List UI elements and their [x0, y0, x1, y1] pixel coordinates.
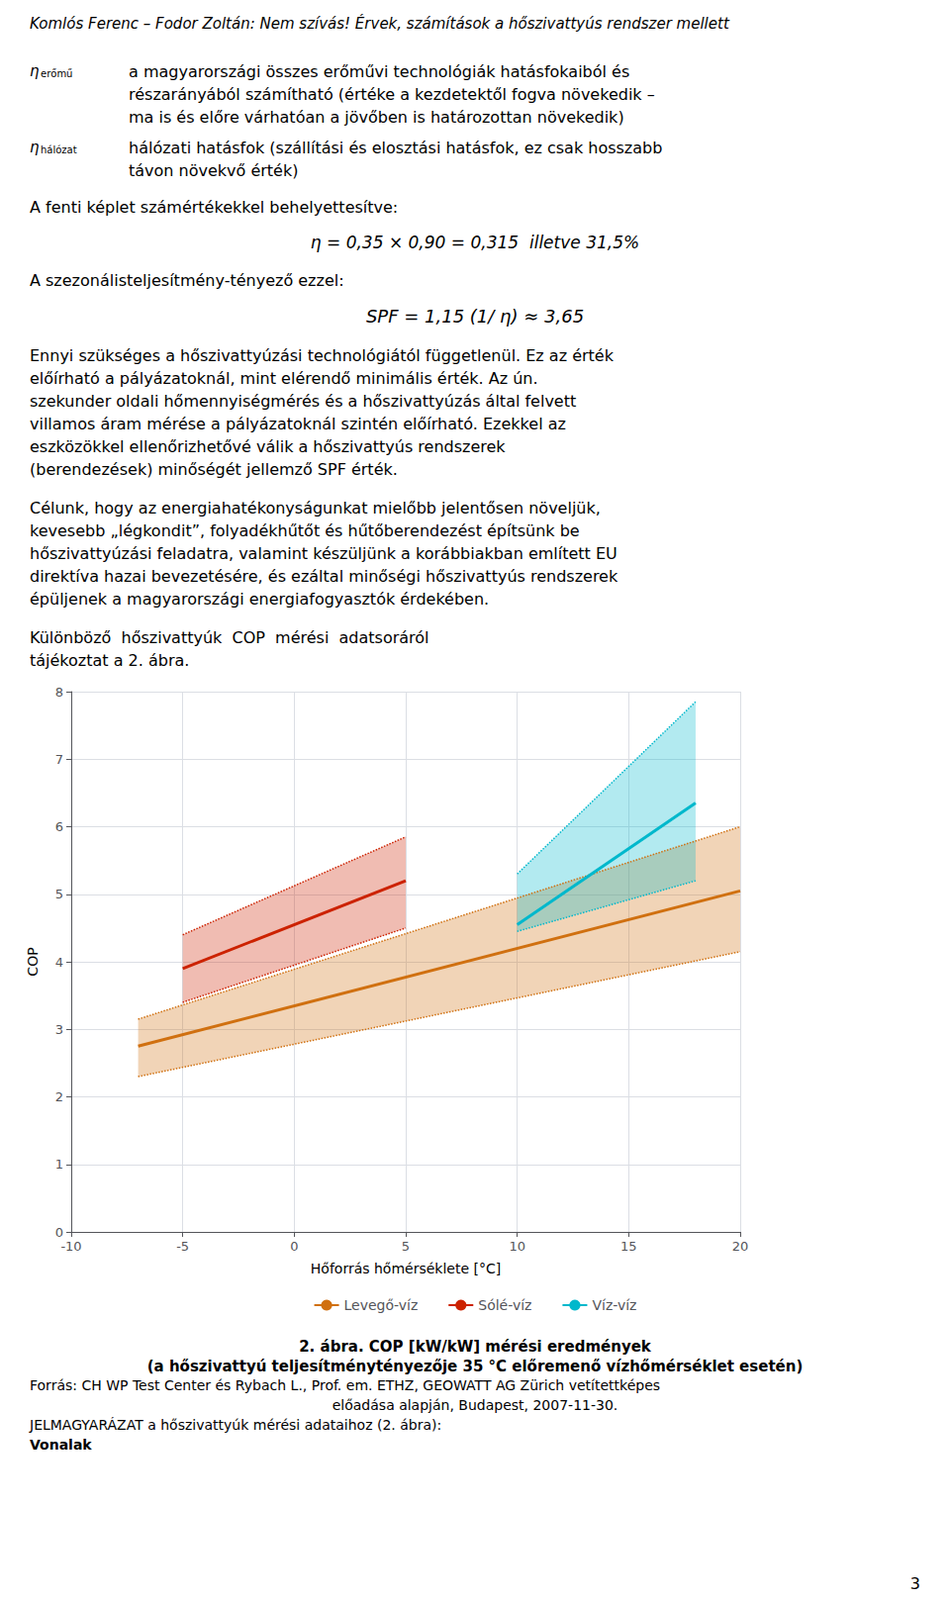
svg-text:5: 5: [401, 1238, 410, 1254]
svg-text:5: 5: [55, 886, 64, 902]
svg-text:Vonalak: Vonalak: [29, 1436, 93, 1453]
svg-text:tájékoztat a 2. ábra.: tájékoztat a 2. ábra.: [29, 651, 190, 670]
svg-text:Levegő-víz: Levegő-víz: [344, 1297, 419, 1314]
svg-text:η: η: [29, 62, 40, 81]
svg-text:Különböző hőszivattyúk COP: Különböző hőszivattyúk COP mérési adatso…: [29, 628, 430, 648]
svg-text:részarányából számítható (érté: részarányából számítható (értéke a kezde…: [128, 85, 656, 104]
svg-text:Víz-víz: Víz-víz: [591, 1297, 637, 1314]
svg-text:3: 3: [910, 1574, 921, 1594]
svg-text:A szezonálisteljesítmény-ténye: A szezonálisteljesítmény-tényező ezzel:: [29, 271, 345, 290]
svg-text:direktíva hazai bevezetésére,: direktíva hazai bevezetésére, és ezáltal…: [29, 567, 619, 586]
svg-text:Ennyi szükséges a hőszivattyúz: Ennyi szükséges a hőszivattyúzási techno…: [29, 346, 615, 366]
svg-text:ma is és előre várhatóan a jöv: ma is és előre várhatóan a jövőben is ha…: [128, 107, 625, 127]
svg-text:Komlós Ferenc – Fodor Zoltán:: Komlós Ferenc – Fodor Zoltán: Nem szívás…: [29, 13, 731, 33]
svg-text:előírható a pályázatoknál, min: előírható a pályázatoknál, mint elérendő…: [29, 369, 539, 388]
svg-text:COP: COP: [24, 947, 41, 976]
svg-text:Forrás: CH WP Test Center és R: Forrás: CH WP Test Center és Rybach L., …: [29, 1377, 661, 1394]
svg-text:2. ábra. COP [kW/kW] mérési er: 2. ábra. COP [kW/kW] mérési eredmények: [298, 1337, 653, 1356]
svg-text:szekunder oldali hőmennyiségmé: szekunder oldali hőmennyiségmérés és a h…: [29, 391, 576, 411]
svg-text:erőmű: erőmű: [40, 68, 73, 80]
svg-text:hálózati hatásfok (szállítási: hálózati hatásfok (szállítási és elosztá…: [128, 138, 663, 158]
svg-text:Hőforrás hőmérséklete [°C]: Hőforrás hőmérséklete [°C]: [310, 1260, 501, 1277]
svg-text:SPF = 1,15 (1/ η) ≈ 3,65: SPF = 1,15 (1/ η) ≈ 3,65: [366, 305, 584, 327]
svg-text:8: 8: [55, 684, 64, 700]
svg-text:-5: -5: [176, 1238, 190, 1254]
svg-text:3: 3: [55, 1022, 64, 1038]
svg-text:2: 2: [55, 1089, 64, 1105]
svg-text:7: 7: [55, 752, 64, 767]
svg-text:(berendezések) minőségét jelle: (berendezések) minőségét jellemző SPF ér…: [29, 460, 398, 479]
svg-text:(a hőszivattyú teljesítménytén: (a hőszivattyú teljesítménytényezője 35 …: [147, 1357, 804, 1376]
svg-text:0: 0: [55, 1225, 64, 1240]
svg-text:Célunk, hogy az energiahatékon: Célunk, hogy az energiahatékonyságunkat …: [29, 498, 601, 518]
svg-text:kevesebb „légkondit”, folyadék: kevesebb „légkondit”, folyadékhűtőt és h…: [29, 521, 580, 541]
svg-text:Sólé-víz: Sólé-víz: [477, 1297, 532, 1314]
svg-text:eszközökkel ellenőrizhetővé vá: eszközökkel ellenőrizhetővé válik a hősz…: [29, 437, 506, 457]
svg-text:1: 1: [55, 1156, 64, 1172]
svg-text:6: 6: [55, 819, 64, 835]
svg-text:távon növekvő érték): távon növekvő érték): [128, 161, 298, 181]
svg-text:20: 20: [732, 1238, 750, 1254]
svg-text:JELMAGYARÁZAT a hőszivattyúk m: JELMAGYARÁZAT a hőszivattyúk mérési adat…: [28, 1417, 442, 1433]
svg-text:η: η: [29, 138, 40, 157]
svg-text:η = 0,35 × 0,90 = 0,315 illet: η = 0,35 × 0,90 = 0,315 illetve 31,5%: [310, 232, 640, 253]
svg-text:a magyarországi összes erőművi: a magyarországi összes erőművi technológ…: [128, 62, 630, 82]
svg-text:villamos áram mérése a pályáza: villamos áram mérése a pályázatoknál szi…: [29, 414, 567, 434]
svg-text:hőszivattyúzási feladatra, val: hőszivattyúzási feladatra, valamint kész…: [29, 544, 618, 564]
svg-text:15: 15: [620, 1238, 638, 1254]
svg-text:10: 10: [508, 1238, 526, 1254]
svg-text:A fenti képlet számértékekkel: A fenti képlet számértékekkel behelyette…: [29, 197, 398, 217]
svg-text:épüljenek a magyarországi ener: épüljenek a magyarországi energiafogyasz…: [29, 589, 489, 609]
svg-text:0: 0: [289, 1238, 298, 1254]
svg-text:előadása alapján, Budapest, 20: előadása alapján, Budapest, 2007-11-30.: [332, 1397, 619, 1414]
svg-text:hálózat: hálózat: [40, 144, 78, 156]
svg-text:-10: -10: [60, 1238, 82, 1254]
svg-text:4: 4: [55, 954, 64, 970]
